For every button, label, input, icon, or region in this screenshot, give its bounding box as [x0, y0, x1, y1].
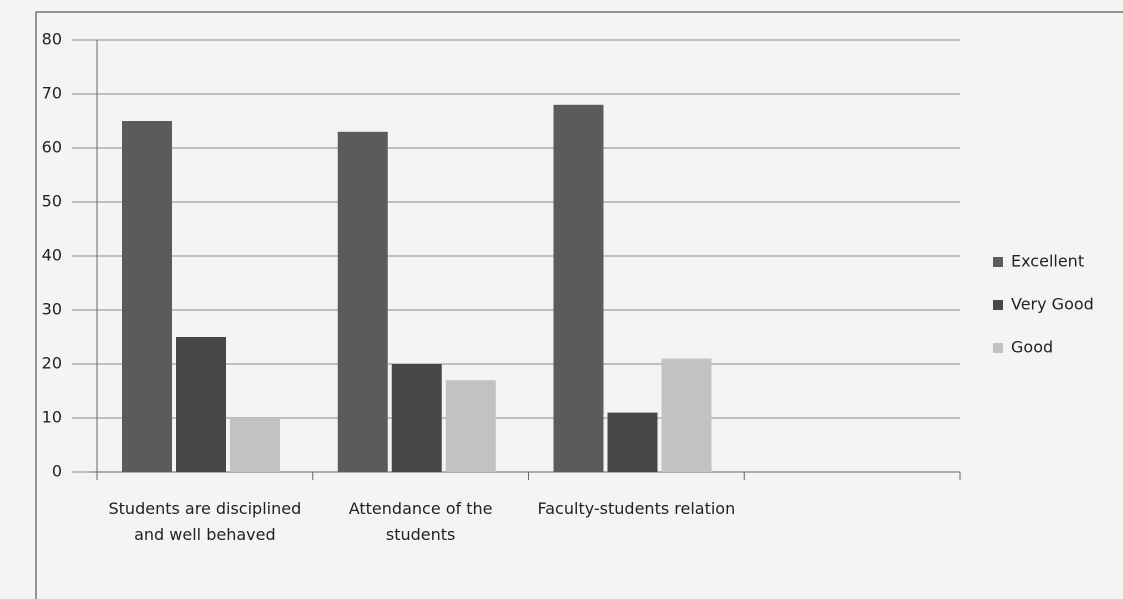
bar [176, 337, 226, 472]
y-tick-label: 50 [42, 192, 62, 211]
legend-swatch [993, 257, 1003, 267]
bar [122, 121, 172, 472]
x-tick-label: Faculty-students relation [537, 499, 736, 518]
y-tick-label: 70 [42, 84, 62, 103]
y-tick-label: 60 [42, 138, 62, 157]
x-tick-label: Attendance of the students [348, 499, 493, 544]
y-tick-label: 30 [42, 300, 62, 319]
legend-swatch [993, 343, 1003, 353]
y-tick-label: 0 [52, 462, 62, 481]
y-tick-label: 20 [42, 354, 62, 373]
y-tick-label: 40 [42, 246, 62, 265]
legend-label: Good [1011, 338, 1053, 357]
bar [607, 412, 658, 472]
x-tick-label: Students are disciplined and well behave… [108, 499, 302, 544]
bar [391, 364, 442, 472]
bar [337, 131, 388, 473]
bar [230, 418, 280, 472]
y-tick-label: 10 [42, 408, 62, 427]
bar [445, 380, 496, 472]
legend-label: Excellent [1011, 252, 1084, 271]
legend-swatch [993, 300, 1003, 310]
bar [661, 358, 712, 472]
legend-label: Very Good [1011, 295, 1094, 314]
y-tick-label: 80 [42, 30, 62, 49]
chart-frame [35, 11, 1123, 599]
bar [553, 104, 604, 473]
